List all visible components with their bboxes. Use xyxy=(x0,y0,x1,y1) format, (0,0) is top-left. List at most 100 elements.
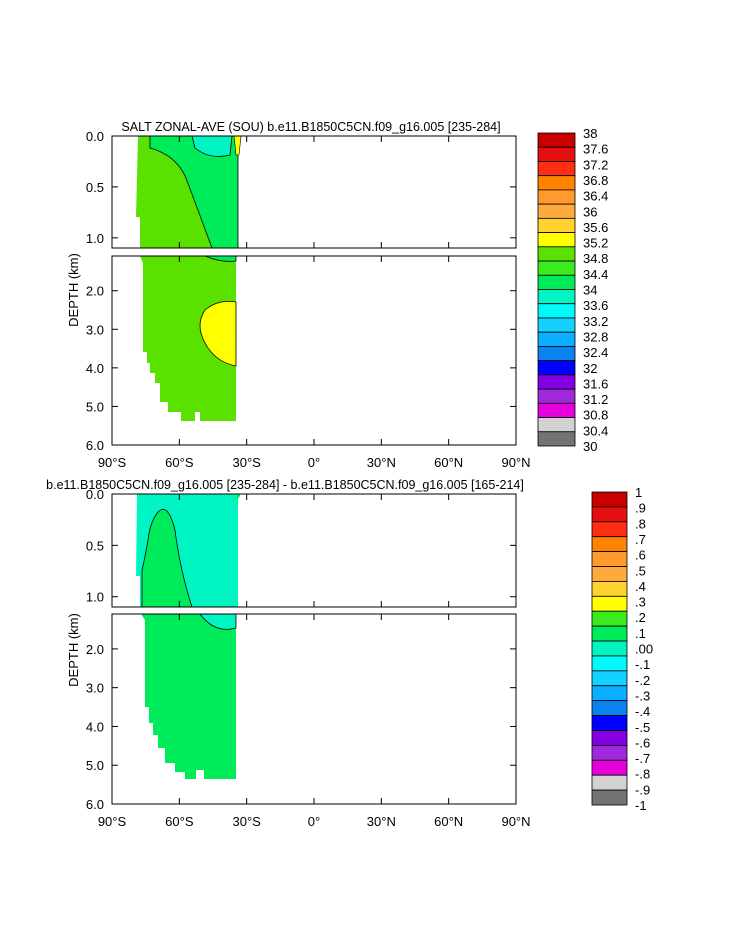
colorbar-label: 32.8 xyxy=(583,329,608,344)
x-tick-label: 60°N xyxy=(434,814,463,829)
colorbar-box xyxy=(537,175,576,191)
colorbar-label: .1 xyxy=(635,626,646,641)
y-tick-label: 0.0 xyxy=(86,129,104,144)
colorbar-label: 31.6 xyxy=(583,376,608,391)
colorbar-box xyxy=(537,431,576,447)
colorbar-box xyxy=(591,730,628,746)
colorbar-box xyxy=(537,161,576,177)
colorbar-box xyxy=(537,303,576,319)
x-axis: 90°S 60°S 30°S 0° 30°N 60°N 90°N xyxy=(98,136,531,470)
region-green-lower xyxy=(141,614,236,779)
x-tick-label: 60°N xyxy=(434,455,463,470)
colorbar-box xyxy=(537,246,576,262)
region-mid-green-deep xyxy=(204,255,237,262)
colorbar-box xyxy=(537,217,576,233)
colorbar-box xyxy=(591,521,628,538)
colorbar-label: -.9 xyxy=(635,782,650,797)
colorbar-label: 35.2 xyxy=(583,236,608,251)
colorbar-box xyxy=(591,551,628,567)
region-cyan xyxy=(191,135,233,157)
colorbar-box xyxy=(591,685,628,702)
x-axis: 90°S 60°S 30°S 0° 30°N 60°N 90°N xyxy=(98,494,531,829)
colorbar-label: 30 xyxy=(583,439,597,454)
colorbar-label: .2 xyxy=(635,610,646,625)
y-tick-label: 1.0 xyxy=(86,590,104,605)
colorbar-label: .5 xyxy=(635,563,646,578)
colorbar-box xyxy=(591,759,628,776)
y-tick-label: 4.0 xyxy=(86,719,104,734)
x-tick-label: 90°S xyxy=(98,814,127,829)
chart-1: SALT ZONAL-AVE (SOU) b.e11.B1850C5CN.f09… xyxy=(66,120,608,470)
x-tick-label: 60°S xyxy=(165,814,194,829)
colorbar-box xyxy=(591,581,628,597)
colorbar-box xyxy=(591,610,628,627)
colorbar-label: 34.4 xyxy=(583,267,608,282)
colorbar-box xyxy=(591,506,628,523)
colorbar-label: .8 xyxy=(635,516,646,531)
region-mid-green xyxy=(149,135,239,249)
y-tick-label: 2.0 xyxy=(86,284,104,299)
colorbar-label: -.7 xyxy=(635,751,650,766)
chart-title: b.e11.B1850C5CN.f09_g16.005 [235-284] - … xyxy=(46,478,524,492)
colorbar-box xyxy=(537,289,576,305)
colorbar: 1.9.8.7.6.5.4.3.2.1.00-.1-.2-.3-.4-.5-.6… xyxy=(591,485,653,813)
colorbar-box xyxy=(537,402,576,418)
region-cyan-lower xyxy=(199,613,237,630)
colorbar-label: 31.2 xyxy=(583,392,608,407)
colorbar-label: -.6 xyxy=(635,735,650,750)
colorbar-box xyxy=(537,388,576,404)
colorbar-box xyxy=(591,744,628,761)
x-tick-label: 30°N xyxy=(367,814,396,829)
colorbar-label: .9 xyxy=(635,501,646,516)
x-tick-label: 60°S xyxy=(165,455,194,470)
colorbar-label: 30.4 xyxy=(583,423,608,438)
y-tick-label: 0.5 xyxy=(86,180,104,195)
colorbar-box xyxy=(537,374,576,390)
y-tick-label: 6.0 xyxy=(86,438,104,453)
colorbar: 3837.637.236.836.43635.635.234.834.43433… xyxy=(537,126,608,454)
colorbar-label: 32 xyxy=(583,361,597,376)
y-tick-label: 0.0 xyxy=(86,487,104,502)
y-axis: 0.0 0.5 1.0 2.0 3.0 4.0 5.0 6.0 xyxy=(86,129,516,453)
colorbar-box xyxy=(537,274,576,290)
colorbar-box xyxy=(591,715,628,731)
colorbar-box xyxy=(591,640,628,657)
colorbar-box xyxy=(537,132,576,148)
colorbar-label: -.4 xyxy=(635,704,650,719)
chart-title: SALT ZONAL-AVE (SOU) b.e11.B1850C5CN.f09… xyxy=(121,120,500,134)
x-tick-label: 0° xyxy=(308,814,320,829)
chart-2: b.e11.B1850C5CN.f09_g16.005 [235-284] - … xyxy=(46,478,653,829)
y-tick-label: 3.0 xyxy=(86,322,104,337)
colorbar-box xyxy=(537,260,576,276)
colorbar-label: 34.8 xyxy=(583,251,608,266)
colorbar-box xyxy=(537,360,576,376)
colorbar-label: 37.2 xyxy=(583,157,608,172)
colorbar-label: -.8 xyxy=(635,767,650,782)
colorbar-label: -.2 xyxy=(635,673,650,688)
region-cyan-edge xyxy=(138,136,142,146)
colorbar-box xyxy=(591,625,628,642)
y-tick-label: 4.0 xyxy=(86,361,104,376)
x-tick-label: 90°N xyxy=(501,455,530,470)
colorbar-box xyxy=(591,566,628,582)
colorbar-box xyxy=(537,417,576,433)
colorbar-label: .7 xyxy=(635,532,646,547)
colorbar-label: 33.6 xyxy=(583,298,608,313)
data-field xyxy=(136,494,240,779)
colorbar-box xyxy=(537,317,576,333)
colorbar-label: -1 xyxy=(635,798,647,813)
colorbar-label: 36 xyxy=(583,204,597,219)
colorbar-label: 1 xyxy=(635,485,642,500)
y-axis: 0.0 0.5 1.0 2.0 3.0 4.0 5.0 6.0 xyxy=(86,487,516,812)
x-tick-label: 0° xyxy=(308,455,320,470)
region-green-edge xyxy=(237,494,240,500)
colorbar-box xyxy=(537,146,576,162)
colorbar-label: 33.2 xyxy=(583,314,608,329)
colorbar-box xyxy=(591,491,628,508)
colorbar-label: 37.6 xyxy=(583,142,608,157)
colorbar-box xyxy=(591,536,628,553)
data-field xyxy=(136,135,242,421)
region-lower-green-deep xyxy=(140,256,236,421)
colorbar-label: -.3 xyxy=(635,688,650,703)
